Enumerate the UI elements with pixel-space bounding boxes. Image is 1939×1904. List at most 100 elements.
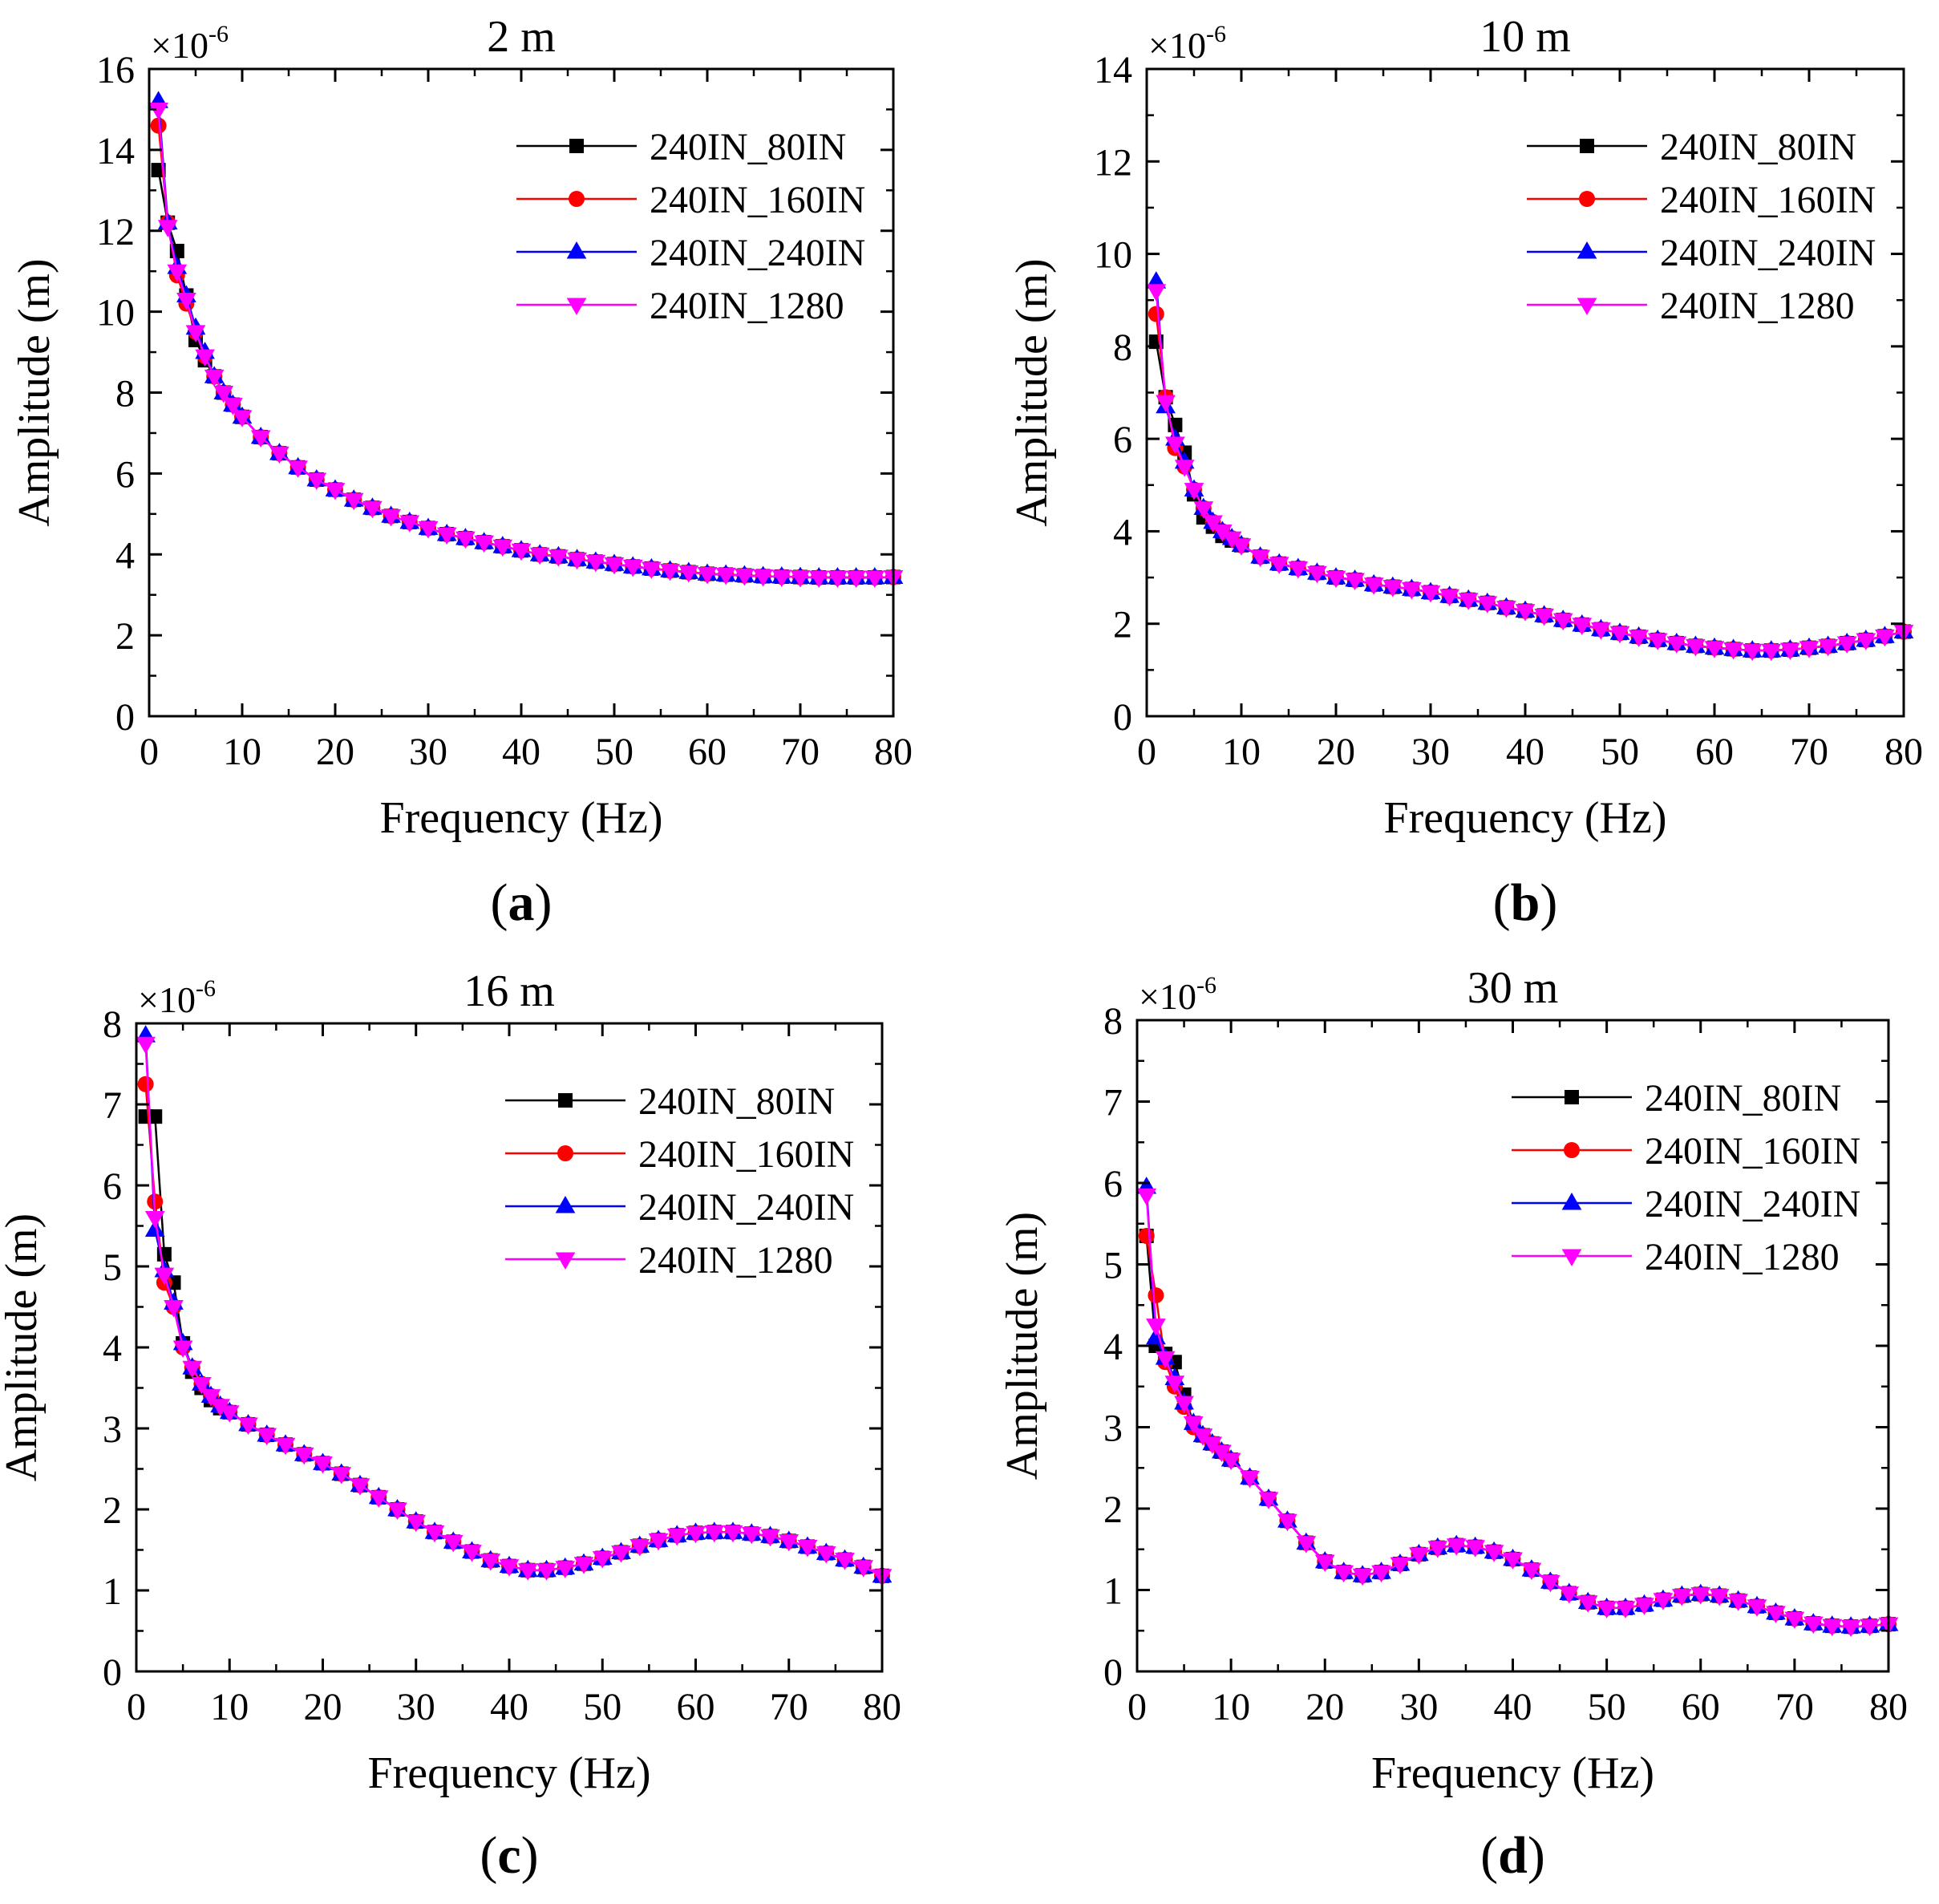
data-point	[1277, 1513, 1297, 1532]
data-point	[723, 1525, 743, 1543]
data-point	[137, 1076, 154, 1092]
x-tick-label: 0	[127, 1686, 146, 1728]
data-point	[1193, 501, 1214, 519]
data-point	[1156, 395, 1176, 413]
legend: 240IN_80IN 240IN_160IN 240IN_240IN 240IN_12…	[516, 126, 865, 327]
data-point	[1653, 1593, 1674, 1610]
data-point	[406, 1514, 427, 1533]
data-point	[200, 1389, 221, 1407]
data-point	[149, 102, 168, 120]
data-point	[1647, 633, 1668, 650]
data-point	[555, 1561, 576, 1578]
x-axis-label: Frequency (Hz)	[380, 793, 663, 843]
data-point	[1723, 642, 1743, 660]
data-point	[1250, 549, 1270, 568]
y-axis-label: Amplitude (m)	[1007, 258, 1057, 526]
x-axis-label: Frequency (Hz)	[368, 1748, 651, 1798]
data-point	[288, 460, 308, 478]
data-point	[1288, 561, 1309, 579]
y-tick-label: 3	[1103, 1408, 1123, 1450]
data-point	[1314, 1554, 1335, 1572]
data-point	[381, 508, 401, 527]
legend-label-1: 240IN_80IN	[638, 1080, 835, 1123]
y-axis-label: Amplitude (m)	[998, 1212, 1047, 1480]
data-point	[1521, 1562, 1542, 1581]
data-point	[172, 1340, 193, 1358]
panel-label: (b)	[1493, 873, 1558, 932]
data-point	[1137, 1188, 1157, 1206]
y-tick-label: 5	[1103, 1245, 1123, 1287]
series-line-3	[157, 101, 894, 579]
x-tick-label: 0	[1137, 731, 1156, 773]
x-tick-label: 30	[397, 1686, 435, 1728]
data-point	[816, 1546, 836, 1564]
legend-marker-1	[569, 139, 584, 153]
x-tick-label: 30	[409, 731, 447, 773]
data-point	[808, 570, 829, 588]
data-point	[350, 1478, 370, 1496]
data-point	[368, 1490, 389, 1508]
data-point	[1840, 1619, 1861, 1638]
x-tick-label: 70	[781, 731, 820, 773]
data-point	[192, 1377, 212, 1395]
data-point	[1766, 1606, 1786, 1623]
y-tick-label: 12	[1094, 141, 1132, 184]
chart-panel-a: 0 10 20 30 40 50 60 70 80 0 2 4 6 8 10 12 14 16 ×10-6 2 m Fr…	[10, 12, 913, 932]
legend: 240IN_80IN 240IN_160IN 240IN_240IN 240IN_12…	[505, 1080, 854, 1282]
data-point	[1836, 636, 1857, 654]
data-point	[1231, 538, 1252, 556]
x-tick-label: 20	[304, 1686, 342, 1728]
data-point	[1138, 1227, 1155, 1244]
y-tick-label: 4	[103, 1327, 122, 1370]
data-point	[828, 570, 848, 588]
data-point	[1458, 593, 1479, 610]
data-point	[223, 398, 243, 415]
data-point	[1534, 608, 1554, 626]
data-point	[1803, 1616, 1824, 1635]
series-line-4	[144, 1043, 883, 1577]
data-point	[835, 1553, 855, 1570]
data-point	[573, 1557, 594, 1574]
data-point	[250, 430, 271, 448]
data-point	[331, 1467, 352, 1485]
legend-marker-4	[1561, 1249, 1582, 1266]
data-point	[1174, 1396, 1194, 1414]
x-tick-label: 10	[210, 1686, 249, 1728]
data-point	[1784, 1611, 1805, 1630]
y-tick-label: 14	[96, 130, 135, 172]
data-point	[1258, 1492, 1279, 1509]
data-point	[210, 1399, 230, 1416]
data-point	[797, 1540, 818, 1558]
data-point	[1780, 642, 1800, 660]
data-point	[1174, 460, 1195, 477]
data-point	[741, 1526, 762, 1545]
legend-marker-2	[557, 1145, 573, 1161]
data-point	[771, 569, 792, 587]
legend-label-4: 240IN_1280	[650, 285, 844, 327]
data-point	[1240, 1470, 1260, 1489]
data-point	[1155, 1351, 1176, 1369]
legend-marker-1	[1565, 1090, 1579, 1104]
data-point	[1148, 306, 1164, 322]
x-tick-label: 30	[1399, 1686, 1438, 1728]
y-tick-label: 10	[1094, 234, 1132, 277]
data-point	[232, 410, 253, 427]
data-point	[1371, 1565, 1391, 1583]
data-point	[1671, 1589, 1692, 1606]
legend-label-2: 240IN_160IN	[650, 179, 865, 221]
data-point	[1439, 589, 1459, 607]
plot-area	[136, 1025, 893, 1586]
data-point	[1686, 638, 1706, 657]
y-tick-label: 14	[1094, 49, 1132, 91]
y-tick-label: 2	[103, 1489, 122, 1532]
legend-marker-3	[1561, 1193, 1582, 1210]
data-point	[1552, 613, 1573, 631]
data-point	[1164, 1375, 1185, 1393]
data-point	[715, 568, 736, 585]
y-tick-label: 8	[1103, 1000, 1123, 1043]
data-point	[1334, 1565, 1354, 1583]
data-point	[585, 554, 606, 573]
legend-marker-2	[1579, 191, 1595, 207]
data-point	[167, 264, 188, 282]
x-tick-label: 60	[688, 731, 727, 773]
